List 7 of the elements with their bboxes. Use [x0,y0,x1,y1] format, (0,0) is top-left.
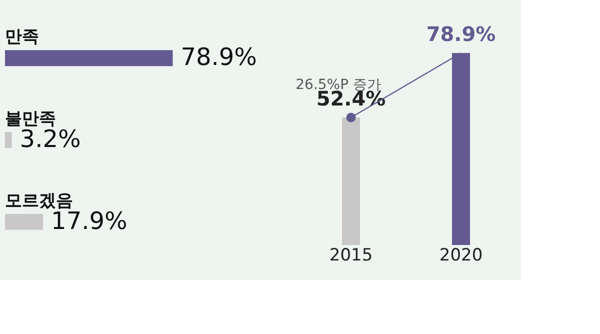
data-label: 78.9% [426,22,496,46]
y-tick-label: 모르겠음 [5,190,73,211]
x-tick-label: 2020 [439,246,483,266]
data-label: 78.9% [180,43,257,72]
y-tick-label: 불만족 [5,109,56,129]
x-tick-label: 2015 [329,246,373,266]
y-tick-label: 만족 [5,27,39,48]
